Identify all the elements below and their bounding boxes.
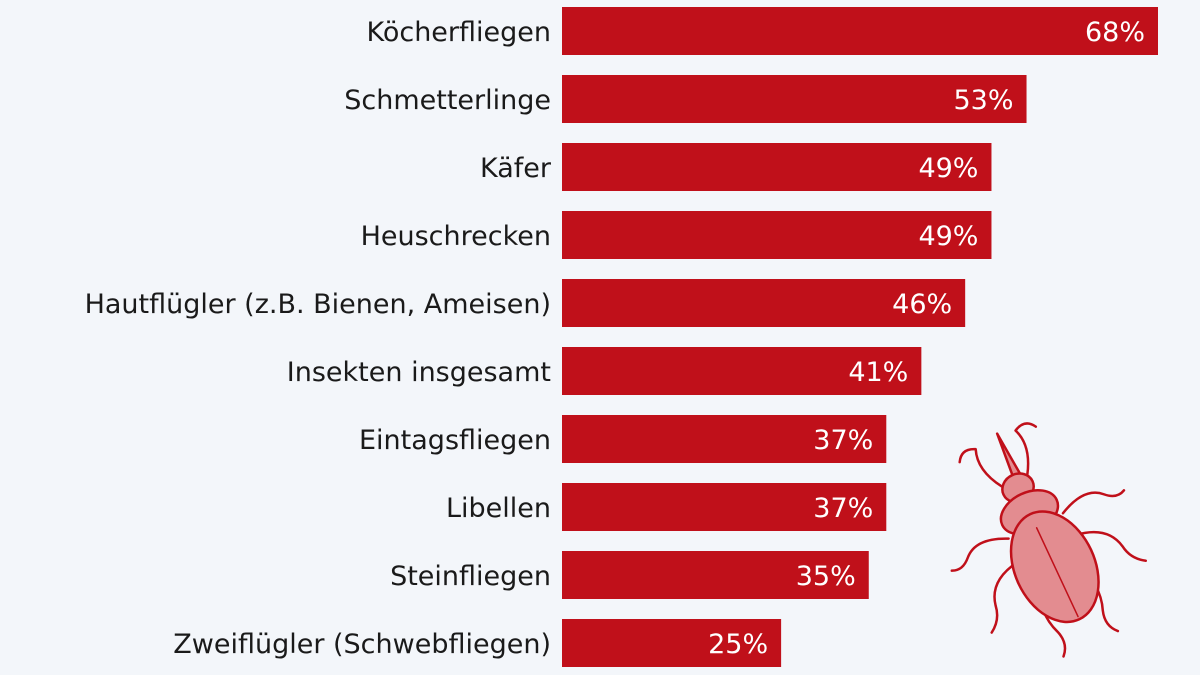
bar <box>562 75 1027 123</box>
category-label: Eintagsfliegen <box>359 425 551 456</box>
bar <box>562 619 782 667</box>
category-label: Zweiflügler (Schwebfliegen) <box>173 629 551 660</box>
value-label: 41% <box>848 357 908 388</box>
bar <box>562 279 966 327</box>
bar <box>562 483 887 531</box>
category-label: Käfer <box>480 153 552 184</box>
bar <box>562 551 869 599</box>
category-label: Schmetterlinge <box>344 85 551 116</box>
bar <box>562 415 887 463</box>
category-label: Hautflügler (z.B. Bienen, Ameisen) <box>85 289 551 320</box>
value-label: 35% <box>796 561 856 592</box>
bar <box>562 347 922 395</box>
bar <box>562 143 992 191</box>
value-label: 49% <box>918 153 978 184</box>
category-label: Köcherfliegen <box>366 17 551 48</box>
beetle-illustration <box>950 422 1148 658</box>
category-label: Libellen <box>446 493 551 524</box>
value-label: 37% <box>813 425 873 456</box>
value-label: 46% <box>892 289 952 320</box>
bars-layer: Köcherfliegen 68% Schmetterlinge 53% Käfer 49… <box>85 7 1158 667</box>
category-label: Steinfliegen <box>390 561 551 592</box>
value-label: 49% <box>918 221 978 252</box>
value-label: 25% <box>708 629 768 660</box>
bar <box>562 7 1158 55</box>
value-label: 68% <box>1085 17 1145 48</box>
category-label: Heuschrecken <box>361 221 551 252</box>
value-label: 53% <box>954 85 1014 116</box>
value-label: 37% <box>813 493 873 524</box>
category-label: Insekten insgesamt <box>287 357 551 388</box>
bar <box>562 211 992 259</box>
